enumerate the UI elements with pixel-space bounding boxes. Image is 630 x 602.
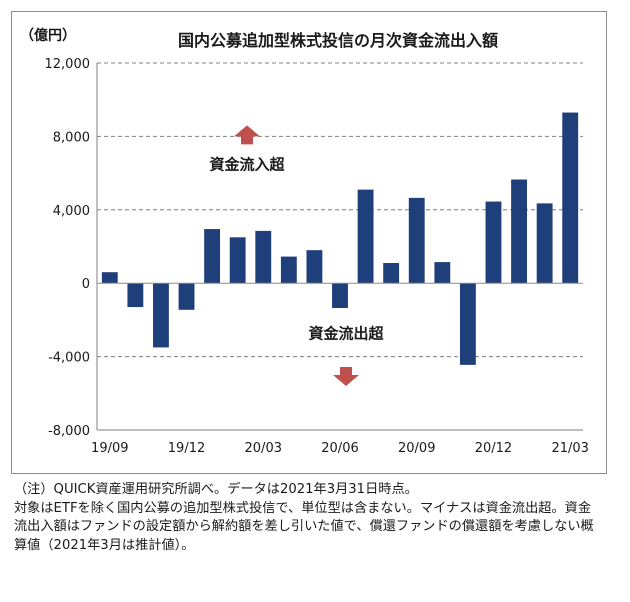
bar xyxy=(383,263,400,284)
bar xyxy=(229,237,246,284)
bar xyxy=(255,230,272,284)
bar xyxy=(178,283,195,310)
chart-frame: 国内公募追加型株式投信の月次資金流出入額 （億円） 12,000 8,000 4,000… xyxy=(11,11,607,474)
bar xyxy=(204,229,221,284)
bar xyxy=(332,283,348,308)
bar xyxy=(511,179,527,284)
x-tick-label: 20/06 xyxy=(321,441,358,456)
chart-title: 国内公募追加型株式投信の月次資金流出入額 xyxy=(178,31,498,50)
y-tick-label: -8,000 xyxy=(48,424,90,439)
bar xyxy=(306,250,323,284)
bar xyxy=(434,262,451,284)
outflow-annotation: 資金流出超 xyxy=(308,324,384,342)
x-tick-label: 19/09 xyxy=(91,441,128,456)
y-tick-label: -4,000 xyxy=(48,351,90,366)
bar xyxy=(485,201,502,284)
bar xyxy=(408,197,425,284)
y-tick-label: 4,000 xyxy=(53,204,90,219)
bar xyxy=(459,283,476,365)
x-tick-label: 20/09 xyxy=(398,441,435,456)
bar xyxy=(153,283,169,348)
x-tick-label: 21/03 xyxy=(551,441,588,456)
bar xyxy=(536,203,553,284)
bar-chart: 国内公募追加型株式投信の月次資金流出入額 （億円） 12,000 8,000 4,000… xyxy=(20,27,589,456)
y-tick-label: 0 xyxy=(82,277,90,292)
x-tick-label: 20/12 xyxy=(475,441,512,456)
y-tick-label: 12,000 xyxy=(45,57,91,72)
y-unit-label: （億円） xyxy=(20,27,76,44)
inflow-annotation: 資金流入超 xyxy=(209,155,285,173)
down-arrow-icon xyxy=(333,366,359,386)
x-tick-label: 20/03 xyxy=(245,441,282,456)
footnote: （注）QUICK資産運用研究所調べ。データは2021年3月31日時点。 対象はE… xyxy=(14,482,594,553)
up-arrow-icon xyxy=(234,125,260,145)
bar xyxy=(562,112,579,284)
y-tick-label: 8,000 xyxy=(53,130,90,145)
bar xyxy=(280,256,297,284)
bar xyxy=(357,189,374,284)
bar xyxy=(101,272,118,284)
bar xyxy=(127,283,144,308)
x-tick-label: 19/12 xyxy=(168,441,205,456)
